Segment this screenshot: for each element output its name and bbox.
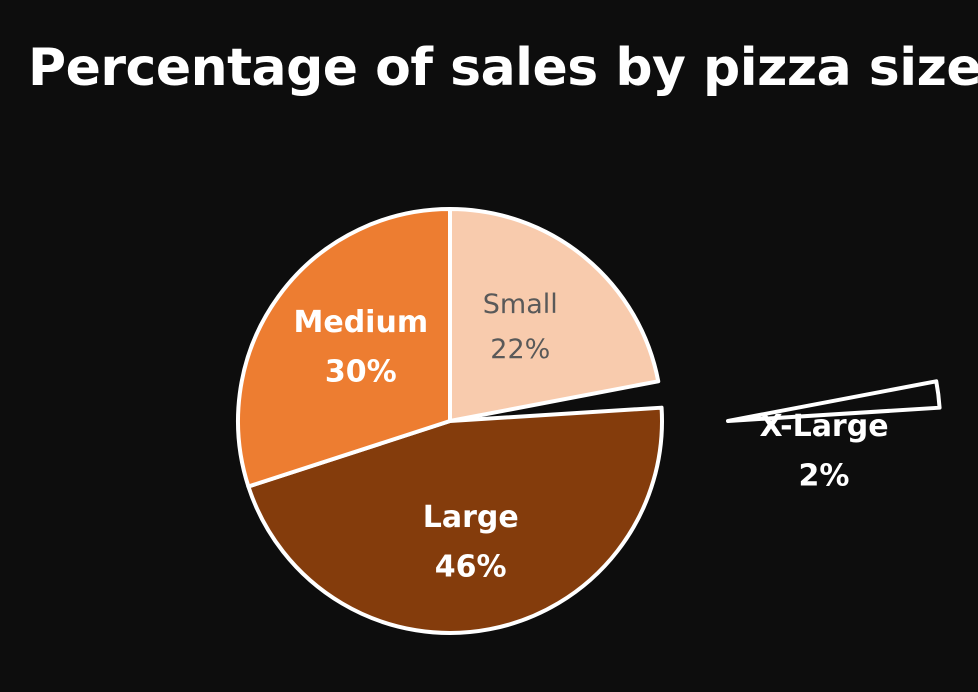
slice-value-small: 22%: [490, 334, 550, 365]
slice-value-medium: 30%: [325, 355, 397, 390]
slice-label-medium: Medium: [294, 305, 429, 340]
pie-slice-small: [448, 207, 661, 423]
pie-slice-x-large: [726, 379, 942, 423]
pie-slice-medium: [236, 207, 452, 489]
slice-value-large: 46%: [435, 550, 507, 585]
pie-slice-large: [246, 405, 664, 635]
slice-value-x-large: 2%: [799, 458, 850, 493]
slice-label-large: Large: [423, 500, 519, 535]
slice-label-x-large: X-Large: [759, 409, 888, 444]
chart-title: Percentage of sales by pizza size: [28, 38, 978, 98]
slice-label-small: Small: [483, 289, 558, 320]
